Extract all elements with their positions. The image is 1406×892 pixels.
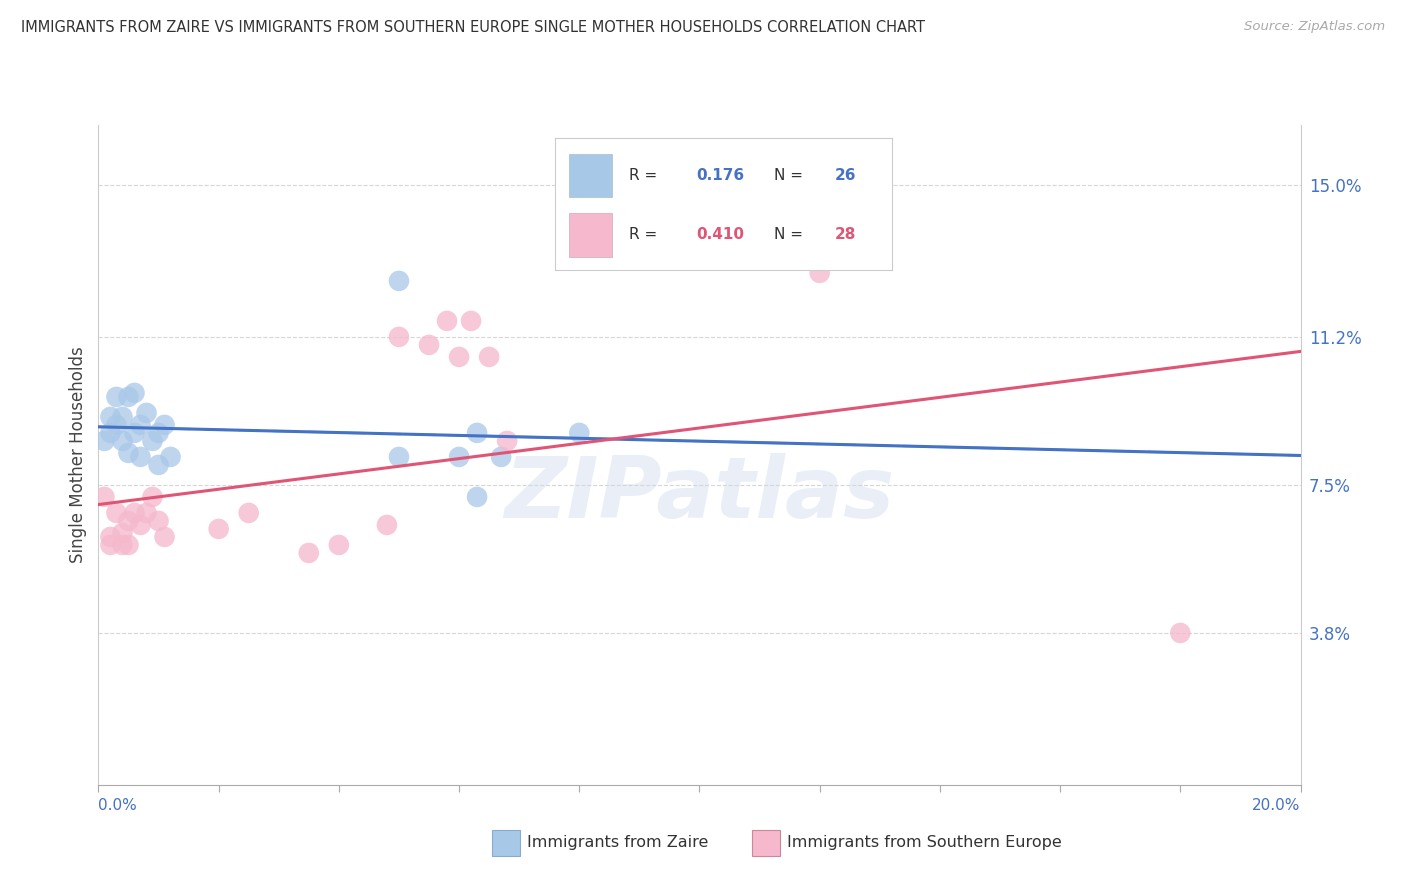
Point [148, 425, 170, 440]
Point [117, 514, 139, 528]
Point [148, 458, 170, 472]
Point [100, 538, 122, 552]
Point [129, 517, 152, 532]
Point [111, 434, 134, 448]
Point [105, 390, 128, 404]
Text: 0.0%: 0.0% [98, 798, 138, 814]
Point [111, 409, 134, 424]
Point [808, 266, 831, 280]
Point [111, 525, 134, 540]
Point [153, 530, 176, 544]
Point [388, 274, 411, 288]
Point [298, 546, 321, 560]
Point [111, 538, 134, 552]
Text: Immigrants from Southern Europe: Immigrants from Southern Europe [787, 836, 1062, 850]
Point [100, 530, 122, 544]
Text: ZIPatlas: ZIPatlas [505, 453, 894, 536]
Point [117, 446, 139, 460]
Point [129, 417, 152, 432]
Point [447, 450, 470, 464]
Point [135, 506, 157, 520]
Point [460, 314, 482, 328]
Point [100, 409, 122, 424]
Text: Immigrants from Zaire: Immigrants from Zaire [527, 836, 709, 850]
Point [328, 538, 350, 552]
Point [129, 450, 152, 464]
Point [388, 450, 411, 464]
Point [141, 490, 163, 504]
Point [93, 434, 115, 448]
Point [117, 390, 139, 404]
Point [496, 434, 519, 448]
Text: 20.0%: 20.0% [1253, 798, 1301, 814]
Point [238, 506, 260, 520]
Point [568, 425, 591, 440]
Point [1170, 626, 1192, 640]
Point [141, 434, 163, 448]
Point [489, 450, 512, 464]
Point [388, 330, 411, 344]
Point [100, 425, 122, 440]
Point [124, 506, 146, 520]
Point [418, 338, 440, 352]
Point [375, 517, 398, 532]
Point [153, 417, 176, 432]
Point [105, 506, 128, 520]
Point [159, 450, 181, 464]
Point [117, 538, 139, 552]
Point [105, 417, 128, 432]
Point [135, 406, 157, 420]
Point [124, 385, 146, 400]
Point [478, 350, 501, 364]
Y-axis label: Single Mother Households: Single Mother Households [69, 347, 87, 563]
Point [124, 425, 146, 440]
Point [93, 490, 115, 504]
Point [148, 514, 170, 528]
Text: IMMIGRANTS FROM ZAIRE VS IMMIGRANTS FROM SOUTHERN EUROPE SINGLE MOTHER HOUSEHOLD: IMMIGRANTS FROM ZAIRE VS IMMIGRANTS FROM… [21, 20, 925, 35]
Text: Source: ZipAtlas.com: Source: ZipAtlas.com [1244, 20, 1385, 33]
Point [447, 350, 470, 364]
Point [208, 522, 231, 536]
Point [436, 314, 458, 328]
Point [465, 425, 488, 440]
Point [465, 490, 488, 504]
